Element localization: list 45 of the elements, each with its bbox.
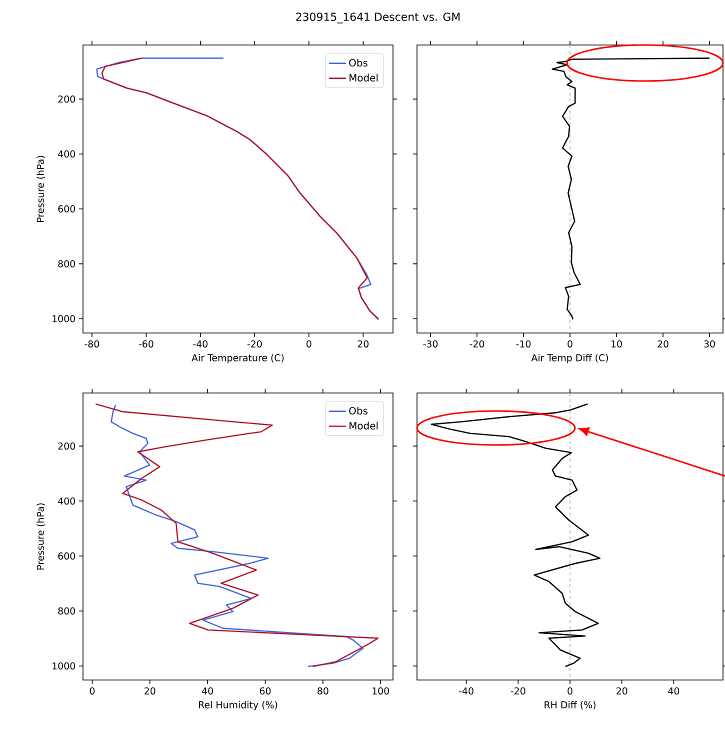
x-axis-title: Rel Humidity (%) — [198, 701, 278, 710]
y-tick-label: 1000 — [52, 315, 76, 322]
x-axis-title: RH Diff (%) — [544, 701, 596, 710]
x-tick-label: -20 — [247, 340, 262, 348]
x-tick-label: -20 — [470, 340, 484, 348]
chart-title: 230915_1641 Descent vs. GM — [296, 12, 460, 24]
y-tick-label: 600 — [58, 552, 76, 560]
x-tick-label: 40 — [202, 687, 213, 695]
legend-label: Model — [350, 422, 378, 430]
x-tick-label: 100 — [372, 687, 389, 695]
x-tick-label: 0 — [568, 340, 572, 348]
y-tick-label: 800 — [58, 260, 76, 268]
y-tick-label: 800 — [58, 607, 76, 615]
y-tick-label: 200 — [58, 442, 76, 450]
y-tick-label: 400 — [58, 150, 76, 158]
legend-label: Obs — [349, 58, 368, 67]
legend-label: Model — [350, 74, 378, 82]
x-tick-label: 80 — [318, 687, 328, 695]
x-tick-label: -60 — [138, 340, 154, 348]
x-tick-label: 40 — [668, 687, 680, 695]
x-tick-label: 20 — [616, 687, 628, 695]
y-tick-label: 400 — [58, 497, 76, 505]
x-tick-label: 10 — [612, 340, 622, 348]
x-tick-label: -10 — [516, 340, 531, 348]
x-tick-label: 60 — [260, 687, 271, 695]
x-tick-label: -80 — [84, 340, 100, 348]
x-tick-label: 20 — [658, 340, 668, 348]
x-tick-label: -40 — [459, 687, 474, 695]
legend-label: Obs — [349, 406, 368, 415]
x-tick-label: -30 — [423, 340, 438, 348]
x-tick-label: 20 — [358, 340, 369, 348]
x-axis-title: Air Temperature (C) — [192, 354, 284, 364]
x-axis-title: Air Temp Diff (C) — [531, 354, 608, 364]
y-axis-title: Pressure (hPa) — [36, 503, 46, 570]
x-tick-label: 30 — [704, 340, 715, 348]
x-tick-label: -40 — [193, 340, 208, 348]
y-tick-label: 600 — [58, 205, 76, 212]
y-tick-label: 200 — [58, 95, 76, 103]
y-tick-label: 1000 — [52, 662, 76, 670]
x-tick-label: 0 — [90, 687, 95, 695]
x-tick-label: -20 — [510, 687, 526, 695]
x-tick-label: 0 — [568, 687, 572, 695]
y-axis-title: Pressure (hPa) — [36, 156, 46, 222]
x-tick-label: 0 — [306, 340, 312, 348]
x-tick-label: 20 — [144, 687, 156, 695]
